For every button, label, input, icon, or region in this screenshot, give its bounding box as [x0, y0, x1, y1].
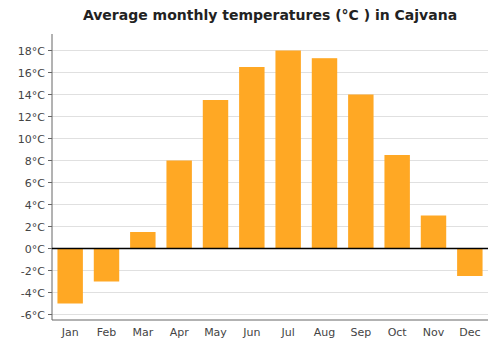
y-tick: [48, 270, 52, 271]
bar: [312, 58, 337, 248]
x-tick-label: Nov: [423, 326, 445, 339]
zero-line: [52, 248, 488, 250]
page: {"chart_data": {"type": "bar", "title": …: [0, 0, 500, 350]
bar: [203, 100, 228, 249]
y-tick-label: 2°C: [25, 221, 45, 234]
grid-line: [52, 72, 488, 73]
y-tick-label: -4°C: [21, 287, 45, 300]
grid-line: [52, 138, 488, 139]
bar: [384, 155, 409, 249]
y-tick-label: 6°C: [25, 177, 45, 190]
x-tick-label: Jan: [61, 326, 79, 339]
bars: [57, 51, 482, 304]
x-tick-label: Feb: [97, 326, 116, 339]
bar: [57, 249, 82, 304]
x-tick-label: Dec: [459, 326, 480, 339]
bar: [275, 51, 300, 249]
title: Average monthly temperatures (°C ) in Ca…: [83, 7, 457, 23]
y-tick-label: 4°C: [25, 199, 45, 212]
grid: [52, 51, 488, 315]
y-tick: [48, 50, 52, 51]
y-tick: [48, 94, 52, 95]
bar: [421, 216, 446, 249]
x-tick-label: Oct: [388, 326, 408, 339]
grid-line: [52, 50, 488, 51]
x-tick-label: Jul: [281, 326, 295, 339]
y-axis: -6°C -4°C -2°C 0°C 2°C 4°C 6°C 8°C 10°C 12°C 14°C 1…: [18, 34, 52, 322]
bar: [348, 95, 373, 249]
grid-line: [52, 116, 488, 117]
y-tick: [48, 226, 52, 227]
y-tick: [48, 160, 52, 161]
y-tick: [48, 182, 52, 183]
y-tick-label: 12°C: [18, 111, 45, 124]
grid-line: [52, 248, 488, 249]
bar: [239, 67, 264, 249]
x-axis: Jan Feb Mar Apr May Jun Jul Aug Sep Oct Nov Dec: [52, 320, 488, 339]
grid-line: [52, 160, 488, 161]
grid-line: [52, 314, 488, 315]
y-tick-label: -2°C: [21, 265, 45, 278]
x-tick-label: Apr: [170, 326, 190, 339]
bar: [130, 232, 155, 249]
grid-line: [52, 292, 488, 293]
y-tick: [48, 204, 52, 205]
x-tick-label: May: [204, 326, 227, 339]
y-tick-label: 14°C: [18, 89, 45, 102]
x-tick-label: Sep: [350, 326, 371, 339]
chart-container: Average monthly temperatures (°C ) in Ca…: [0, 0, 500, 350]
y-tick: [48, 248, 52, 249]
x-tick-label: Aug: [314, 326, 335, 339]
y-tick: [48, 116, 52, 117]
grid-line: [52, 182, 488, 183]
grid-line: [52, 204, 488, 205]
y-tick-label: 0°C: [25, 243, 45, 256]
bar: [457, 249, 482, 277]
y-tick: [48, 292, 52, 293]
y-tick-label: 8°C: [25, 155, 45, 168]
bar: [166, 161, 191, 249]
y-tick-label: 10°C: [18, 133, 45, 146]
x-tick-label: Jun: [242, 326, 260, 339]
y-tick: [48, 138, 52, 139]
chart: Average monthly temperatures (°C ) in Ca…: [0, 0, 500, 350]
bar: [94, 249, 119, 282]
x-axis-line: [52, 320, 488, 321]
y-tick-label: -6°C: [21, 309, 45, 322]
y-tick: [48, 72, 52, 73]
grid-line: [52, 94, 488, 95]
y-tick-label: 16°C: [18, 67, 45, 80]
y-tick: [48, 314, 52, 315]
y-axis-line: [52, 34, 53, 320]
y-tick-label: 18°C: [18, 45, 45, 58]
x-tick-label: Mar: [132, 326, 153, 339]
